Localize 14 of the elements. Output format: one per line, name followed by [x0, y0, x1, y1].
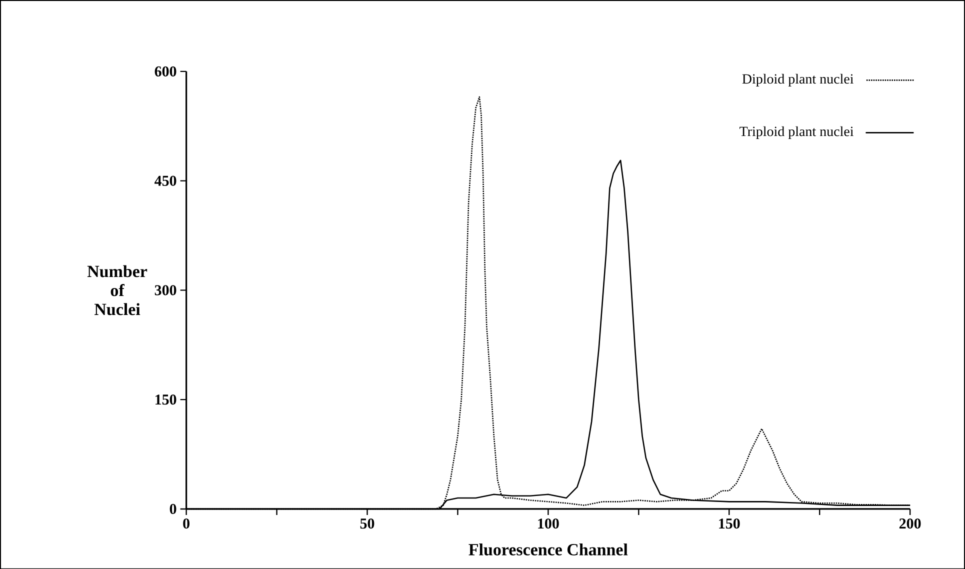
- legend-label: Diploid plant nuclei: [742, 74, 854, 86]
- x-tick-label: 150: [719, 518, 740, 528]
- x-axis-title: Fluorescence Channel: [468, 543, 628, 556]
- y-tick-label: 0: [170, 504, 176, 514]
- x-tick-label: 50: [360, 518, 374, 528]
- y-tick-label: 300: [154, 284, 176, 296]
- y-axis-title: Number of Nuclei: [87, 265, 148, 315]
- y-tick-label: 450: [154, 176, 176, 186]
- x-tick-label: 200: [899, 518, 921, 528]
- legend-label: Triploid plant nuclei: [740, 126, 854, 139]
- y-tick-label: 150: [156, 394, 176, 404]
- y-tick-label: 600: [154, 66, 176, 76]
- x-tick-label: 100: [538, 518, 559, 528]
- x-tick-label: 0: [183, 518, 190, 528]
